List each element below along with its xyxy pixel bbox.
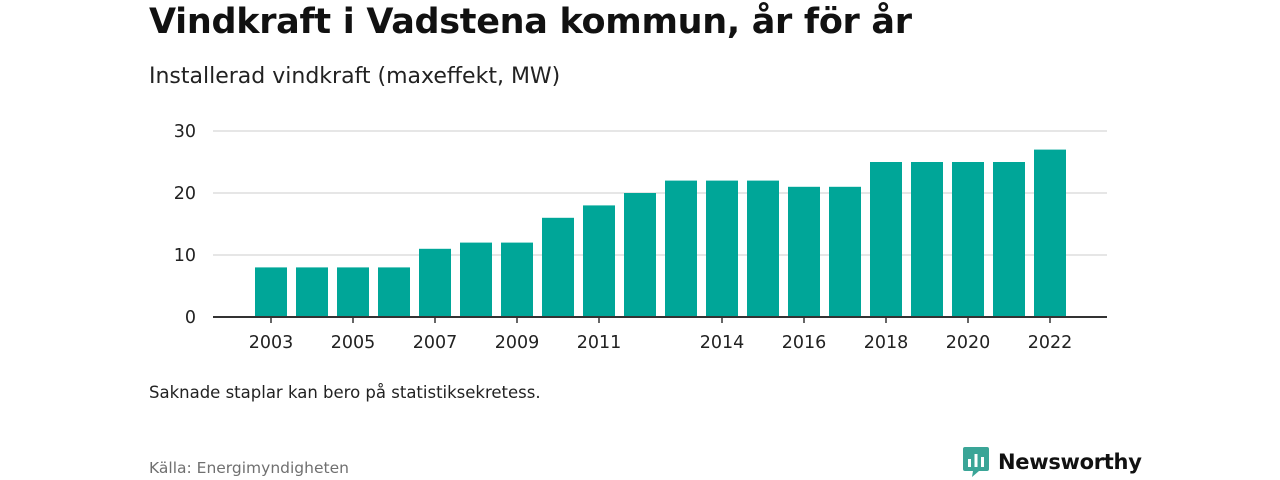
brand-name: Newsworthy xyxy=(998,450,1142,474)
bar-2012 xyxy=(624,193,656,317)
bar-2009 xyxy=(501,242,533,317)
bar-2003 xyxy=(255,267,287,317)
y-tick-label: 10 xyxy=(174,246,196,266)
bar-2011 xyxy=(583,205,615,317)
y-tick-label: 0 xyxy=(185,308,196,328)
bar-2016 xyxy=(788,186,820,317)
bar-2021 xyxy=(993,162,1025,317)
bar-2010 xyxy=(542,217,574,317)
x-tick-label: 2005 xyxy=(331,333,376,353)
bar-2008 xyxy=(460,242,492,317)
bar-2006 xyxy=(378,267,410,317)
x-tick-label: 2018 xyxy=(864,333,909,353)
y-tick-label: 30 xyxy=(174,122,196,142)
x-tick-label: 2007 xyxy=(413,333,458,353)
x-tick-label: 2014 xyxy=(700,333,745,353)
chart-subtitle: Installerad vindkraft (maxeffekt, MW) xyxy=(149,64,561,89)
x-tick-label: 2016 xyxy=(782,333,827,353)
x-tick-label: 2009 xyxy=(495,333,540,353)
y-tick-label: 20 xyxy=(174,184,196,204)
x-tick-label: 2011 xyxy=(577,333,622,353)
bar-chart: 0 10 20 30 2003 2005 2007 2009 2011 2014 2016 2018 2… xyxy=(174,122,1107,353)
footnote: Saknade staplar kan bero på statistiksek… xyxy=(149,383,541,402)
x-tick-label: 2022 xyxy=(1028,333,1073,353)
bar-2015 xyxy=(747,180,779,317)
bar-2005 xyxy=(337,267,369,317)
bar-2017 xyxy=(829,186,861,317)
bar-2004 xyxy=(296,267,328,317)
bar-2013 xyxy=(665,180,697,317)
brand-logo: Newsworthy xyxy=(962,447,1142,477)
x-tick-label: 2003 xyxy=(249,333,294,353)
bar-2020 xyxy=(952,162,984,317)
bar-2018 xyxy=(870,162,902,317)
x-tick-label: 2020 xyxy=(946,333,991,353)
bar-2019 xyxy=(911,162,943,317)
bar-2022 xyxy=(1034,149,1066,317)
newsworthy-logo-icon xyxy=(963,447,989,477)
bar-2007 xyxy=(419,248,451,317)
bar-2014 xyxy=(706,180,738,317)
source-text: Källa: Energimyndigheten xyxy=(149,459,349,477)
chart-title: Vindkraft i Vadstena kommun, år för år xyxy=(149,2,912,42)
